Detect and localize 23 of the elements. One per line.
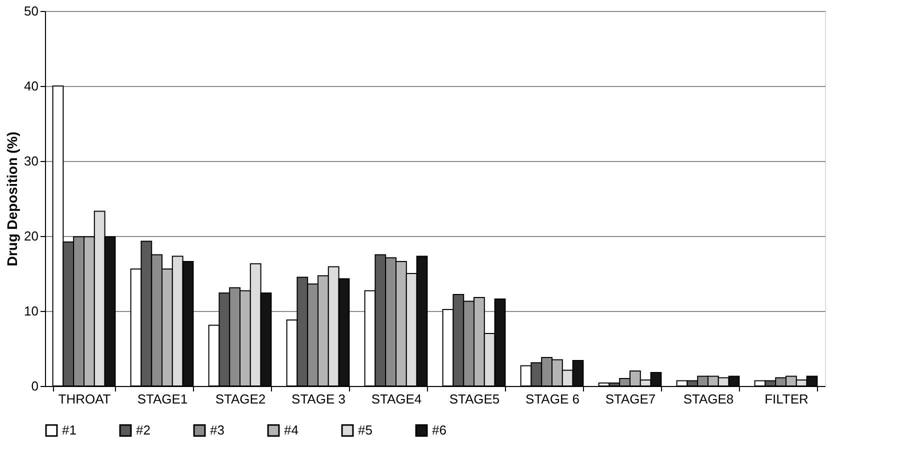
legend-label: #6: [432, 422, 446, 438]
legend-label: #4: [284, 422, 298, 438]
legend-label: #3: [210, 422, 224, 438]
x-tick-label: STAGE2: [215, 392, 266, 406]
x-tick-label: STAGE7: [605, 392, 656, 406]
y-tick-label: 0: [31, 378, 38, 394]
x-tick-label: STAGE5: [449, 392, 500, 406]
y-tick-label: 20: [24, 228, 38, 244]
x-tick-label: STAGE4: [371, 392, 422, 406]
x-tick-label: STAGE8: [683, 392, 734, 406]
x-tick-label: STAGE 3: [292, 392, 346, 406]
x-tick-label: THROAT: [58, 392, 111, 406]
x-tick-label: FILTER: [764, 392, 808, 406]
y-tick-label: 40: [24, 78, 38, 94]
y-tick-label: 30: [24, 154, 38, 168]
x-tick-label: STAGE1: [137, 392, 188, 406]
x-tick-label: STAGE 6: [526, 392, 580, 406]
y-tick-label: 50: [24, 4, 38, 18]
legend-label: #5: [358, 422, 372, 438]
legend-label: #2: [136, 422, 150, 438]
legend-label: #1: [62, 422, 76, 438]
y-axis-title: Drug Deposition (%): [4, 132, 20, 266]
y-tick-label: 10: [24, 304, 38, 318]
